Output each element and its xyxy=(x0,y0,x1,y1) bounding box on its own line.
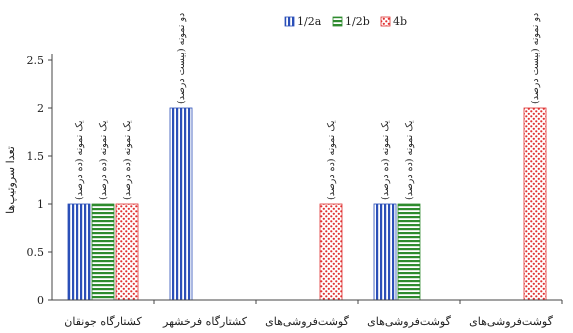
bar-4b-2 xyxy=(319,203,343,301)
bar-data-label: دو نمونه (بیست درصد) xyxy=(176,13,187,104)
bar-labels: یک نمونه (ده درصد) یک نمونه (ده درصد) یک ن… xyxy=(74,13,541,200)
x-tick-label: گوشت‌فروشی‌های xyxy=(469,315,553,328)
bar-1-2b-3 xyxy=(397,203,421,301)
bar-1-2a-0 xyxy=(67,203,91,301)
bar-data-label: یک نمونه (ده درصد) xyxy=(74,120,85,200)
y-tick-label: 1 xyxy=(37,198,44,211)
legend-swatch xyxy=(332,16,343,27)
legend-swatch xyxy=(284,16,295,27)
bar-4b-0 xyxy=(115,203,139,301)
bars xyxy=(67,107,547,301)
legend-swatch xyxy=(380,16,391,27)
y-tick-label: 0 xyxy=(37,294,44,307)
bar-1-2a-1 xyxy=(169,107,193,301)
bar-data-label: یک نمونه (ده درصد) xyxy=(326,120,337,200)
x-tick-label: گوشت‌فروشی‌های xyxy=(265,315,349,328)
x-tick-label: گوشت‌فروشی‌های xyxy=(367,315,451,328)
x-tick-label: کشتارگاه جونقان xyxy=(64,315,142,328)
y-tick-label: 2 xyxy=(37,102,44,115)
legend-entry: 1/2a xyxy=(297,15,322,28)
x-axis: کشتارگاه جونقان کشتارگاه فرخشهر گوشت‌فروشی… xyxy=(52,299,563,328)
legend-entry: 1/2b xyxy=(345,15,370,28)
bar-data-label: یک نمونه (ده درصد) xyxy=(404,120,415,200)
bar-1-2b-0 xyxy=(91,203,115,301)
y-axis-title: تعدا سروتیپ‌ها xyxy=(4,146,17,214)
bar-data-label: یک نمونه (ده درصد) xyxy=(380,120,391,200)
bar-1-2a-3 xyxy=(373,203,397,301)
y-tick-label: 1.5 xyxy=(27,150,45,163)
y-axis: تعدا سروتیپ‌ها 0 0.5 1 1.5 2 2.5 xyxy=(4,54,53,307)
legend-entry: 4b xyxy=(393,15,407,28)
x-tick-label: کشتارگاه فرخشهر xyxy=(162,315,248,328)
bar-4b-4 xyxy=(523,107,547,301)
bar-data-label: دو نمونه (بیست درصد) xyxy=(530,13,541,104)
bar-data-label: یک نمونه (ده درصد) xyxy=(98,120,109,200)
y-tick-label: 2.5 xyxy=(27,54,45,67)
y-tick-label: 0.5 xyxy=(27,246,45,259)
bar-data-label: یک نمونه (ده درصد) xyxy=(122,120,133,200)
legend: 1/2a 1/2b 4b xyxy=(284,15,407,28)
